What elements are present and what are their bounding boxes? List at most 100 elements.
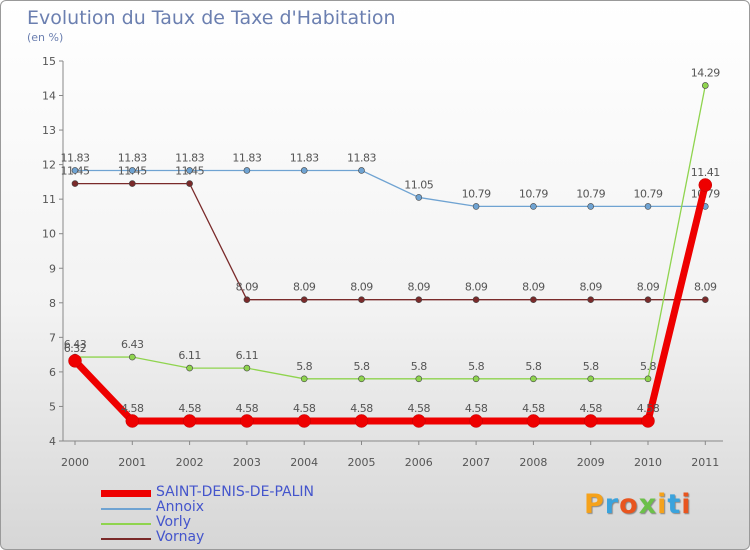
- data-label: 5.8: [525, 360, 541, 373]
- data-label: 6.43: [121, 338, 144, 351]
- data-label: 11.45: [118, 165, 147, 178]
- legend-swatch: [101, 508, 151, 510]
- data-label: 11.41: [691, 166, 720, 179]
- x-tick-label: 2000: [61, 456, 89, 469]
- data-point: [297, 414, 311, 428]
- data-point: [243, 167, 251, 174]
- data-point: [412, 414, 426, 428]
- data-point: [186, 180, 193, 187]
- data-label: 11.83: [118, 151, 147, 164]
- data-label: 11.45: [61, 165, 90, 178]
- data-point: [530, 296, 537, 303]
- data-label: 4.58: [121, 402, 144, 415]
- data-point: [71, 167, 79, 174]
- data-point: [415, 194, 423, 201]
- x-tick-label: 2010: [634, 456, 662, 469]
- data-label: 5.8: [354, 360, 370, 373]
- data-label: 4.58: [408, 402, 431, 415]
- y-tick-label: 9: [49, 262, 56, 275]
- legend-item: Vorly: [101, 514, 361, 531]
- data-label: 8.09: [579, 281, 602, 294]
- x-tick-label: 2006: [405, 456, 433, 469]
- data-point: [240, 414, 254, 428]
- x-tick-label: 2009: [577, 456, 605, 469]
- data-point: [698, 178, 713, 192]
- data-point: [68, 354, 82, 368]
- legend-label: Annoix: [156, 499, 205, 515]
- data-label: 4.58: [293, 402, 316, 415]
- data-point: [125, 414, 140, 428]
- data-point: [300, 296, 308, 303]
- data-label: 8.09: [350, 281, 373, 294]
- data-point: [644, 203, 652, 210]
- data-label: 14.29: [691, 66, 720, 79]
- y-tick-label: 12: [42, 159, 56, 172]
- legend-swatch: [101, 523, 151, 525]
- data-point: [530, 203, 537, 210]
- data-label: 8.09: [236, 281, 259, 294]
- y-tick-label: 11: [42, 193, 56, 206]
- data-point: [587, 375, 595, 383]
- y-tick-label: 4: [49, 435, 56, 448]
- data-point: [300, 375, 308, 383]
- data-label: 11.83: [61, 151, 90, 164]
- legend-item: Vornay: [101, 529, 361, 546]
- data-label: 4.58: [178, 402, 201, 415]
- legend-label: Vorly: [156, 514, 191, 530]
- y-tick-label: 10: [42, 228, 56, 241]
- y-tick-label: 14: [42, 90, 56, 103]
- data-point: [641, 414, 655, 428]
- legend: SAINT-DENIS-DE-PALIN Annoix Vorly Vornay: [101, 484, 361, 546]
- data-point: [354, 414, 369, 428]
- series-line: [74, 182, 706, 301]
- data-point: [129, 353, 136, 361]
- data-label: 11.45: [175, 165, 204, 178]
- proxiti-logo: Proxiti: [584, 489, 692, 520]
- data-label: 10.79: [519, 187, 548, 200]
- x-tick-label: 2002: [176, 456, 204, 469]
- data-label: 11.05: [404, 178, 433, 191]
- legend-item: SAINT-DENIS-DE-PALIN: [101, 484, 361, 501]
- data-label: 8.09: [522, 281, 545, 294]
- data-point: [358, 296, 365, 303]
- data-point: [472, 375, 480, 383]
- data-label: 5.8: [583, 360, 599, 373]
- data-label: 8.09: [637, 281, 660, 294]
- data-point: [469, 414, 483, 428]
- data-point: [583, 414, 598, 428]
- data-label: 10.79: [634, 187, 663, 200]
- data-point: [587, 203, 595, 210]
- series-line: [74, 169, 706, 208]
- data-label: 5.8: [468, 360, 484, 373]
- data-point: [129, 167, 136, 174]
- x-tick-label: 2005: [348, 456, 376, 469]
- data-point: [530, 375, 537, 383]
- data-label: 4.58: [579, 402, 602, 415]
- data-point: [701, 82, 709, 89]
- data-label: 4.58: [637, 402, 660, 415]
- data-label: 8.09: [293, 281, 316, 294]
- y-tick-label: 6: [49, 366, 56, 379]
- data-label: 5.8: [640, 360, 656, 373]
- data-label: 8.09: [694, 281, 717, 294]
- x-tick-label: 2011: [691, 456, 719, 469]
- legend-swatch: [101, 490, 151, 497]
- chart-unit-label: (en %): [27, 31, 64, 44]
- data-label: 4.58: [350, 402, 373, 415]
- data-point: [243, 296, 251, 303]
- data-point: [71, 180, 79, 187]
- series-line: [74, 84, 706, 380]
- x-tick-label: 2004: [290, 456, 318, 469]
- data-label: 10.79: [576, 187, 605, 200]
- data-point: [186, 167, 193, 174]
- data-point: [243, 364, 251, 372]
- x-tick-label: 2007: [462, 456, 490, 469]
- data-label: 6.11: [178, 349, 201, 362]
- data-point: [300, 167, 308, 174]
- data-label: 8.09: [408, 281, 431, 294]
- data-point: [415, 375, 423, 383]
- y-tick-label: 15: [42, 55, 56, 68]
- data-point: [472, 296, 480, 303]
- data-point: [186, 364, 193, 372]
